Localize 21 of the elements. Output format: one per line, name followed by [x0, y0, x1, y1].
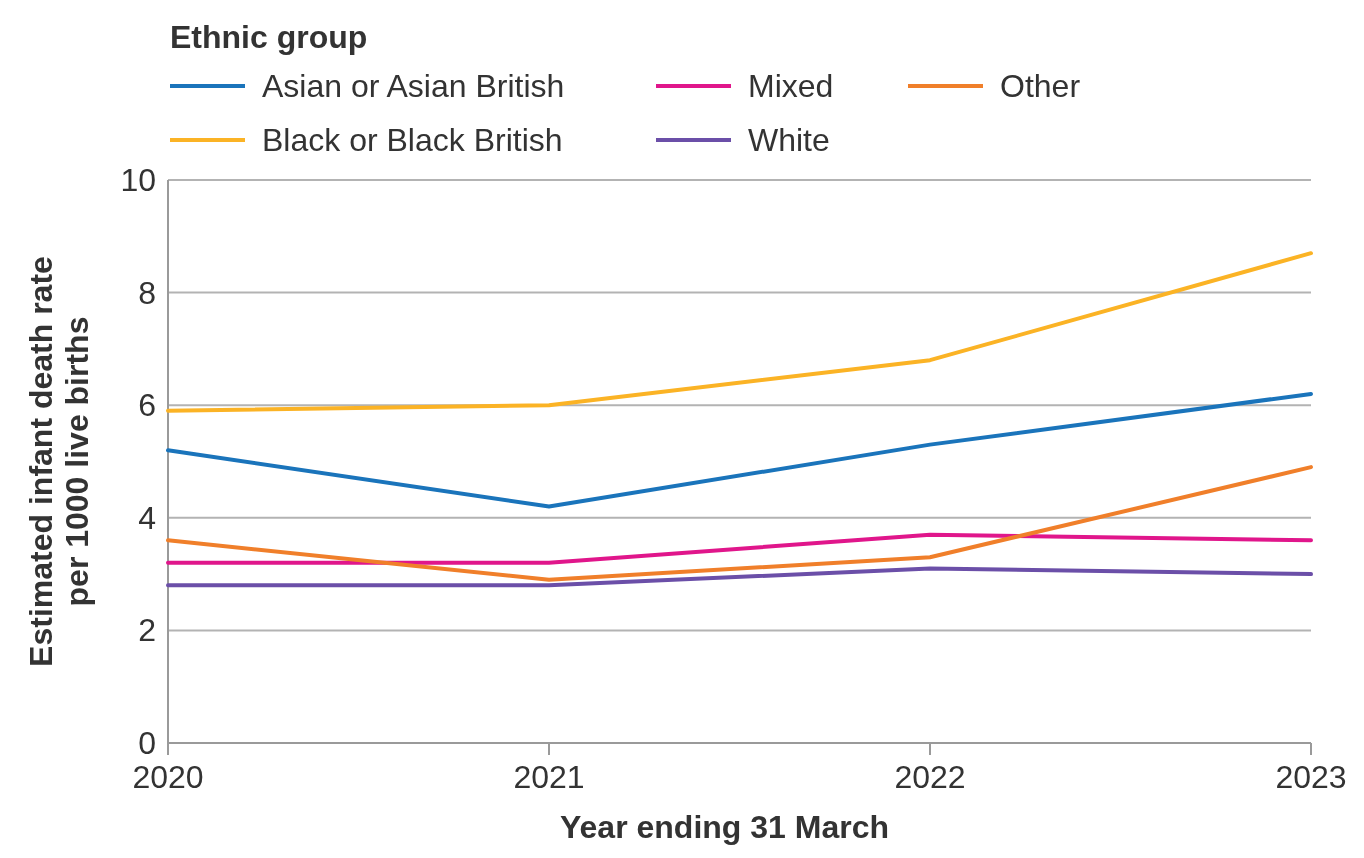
legend-label: Mixed: [748, 68, 834, 104]
x-tick-label: 2021: [513, 759, 585, 795]
y-tick-label: 2: [138, 612, 156, 649]
x-axis-title: Year ending 31 March: [559, 809, 890, 845]
line-series: [166, 391, 1313, 509]
y-tick-label: 4: [138, 499, 156, 536]
x-tick-label: 2022: [894, 759, 966, 795]
legend-label: Black or Black British: [262, 122, 563, 158]
legend-label: White: [748, 122, 830, 158]
legend-label: Asian or Asian British: [262, 68, 565, 104]
x-tick-label: 2020: [132, 759, 204, 795]
y-tick-label: 6: [138, 387, 156, 424]
legend-label: Other: [1000, 68, 1081, 104]
y-tick-label: 0: [138, 725, 156, 761]
y-tick-label: 8: [138, 274, 156, 311]
x-tick-label: 2023: [1275, 759, 1347, 795]
line-series: [166, 251, 1313, 413]
line-series: [166, 465, 1313, 582]
y-axis-title: Estimated infant death rate per 1000 live births: [23, 256, 95, 667]
y-tick-label: 10: [120, 162, 156, 198]
legend-title: Ethnic group: [170, 19, 368, 55]
